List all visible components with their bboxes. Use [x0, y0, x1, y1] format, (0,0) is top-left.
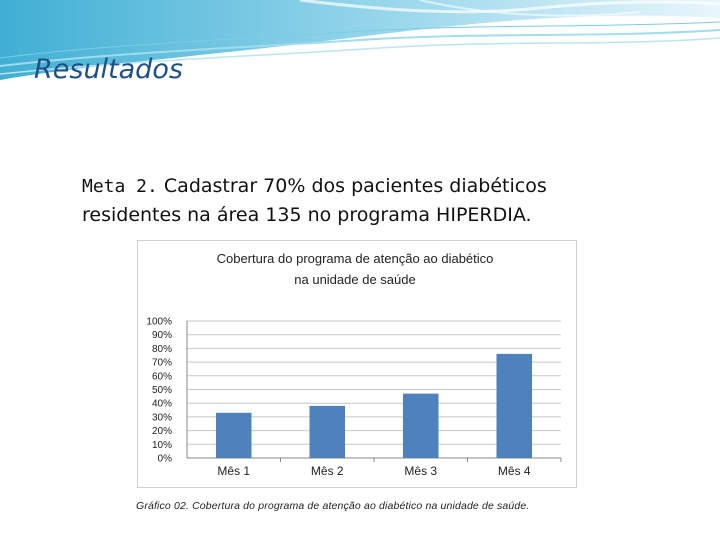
y-tick-label: 20% [152, 426, 172, 437]
plot-area: 0% 10% 20% 30% 40% 50% 60% 70% 80% 90% 100% Mês 1 Mê… [146, 317, 562, 478]
chart-frame: Cobertura do programa de atenção ao diab… [137, 240, 577, 488]
y-tick-label: 90% [152, 330, 172, 341]
slide-title: Resultados [34, 54, 183, 85]
goal-line-1: Cadastrar 70% dos pacientes diabéticos [163, 175, 547, 197]
y-tick-label: 70% [152, 358, 172, 369]
bar [496, 353, 533, 458]
y-tick-label: 10% [152, 440, 172, 451]
x-tick-label: Mês 4 [498, 464, 531, 478]
y-tick-label: 0% [158, 454, 173, 465]
chart-caption: Gráfico 02. Cobertura do programa de ate… [136, 500, 530, 512]
y-tick-label: 50% [152, 385, 172, 396]
decorative-banner [0, 0, 720, 80]
x-tick-label: Mês 1 [217, 464, 250, 478]
x-tick-label: Mês 3 [404, 464, 437, 478]
y-tick-label: 100% [146, 317, 172, 328]
chart-title-line-2: na unidade de saúde [294, 272, 415, 287]
x-tick-label: Mês 2 [311, 464, 344, 478]
y-tick-label: 80% [152, 344, 172, 355]
bar [402, 393, 439, 458]
coverage-chart: Cobertura do programa de atenção ao diab… [137, 240, 577, 488]
bar [309, 405, 346, 458]
y-tick-label: 60% [152, 371, 172, 382]
bar [215, 412, 252, 458]
y-tick-label: 40% [152, 399, 172, 410]
goal-text: Meta 2. Cadastrar 70% dos pacientes diab… [82, 172, 547, 229]
y-tick-label: 30% [152, 412, 172, 423]
goal-lead: Meta 2. [82, 176, 158, 197]
goal-line-2: residentes na área 135 no programa HIPER… [82, 204, 532, 226]
chart-title-line-1: Cobertura do programa de atenção ao diab… [217, 251, 494, 266]
